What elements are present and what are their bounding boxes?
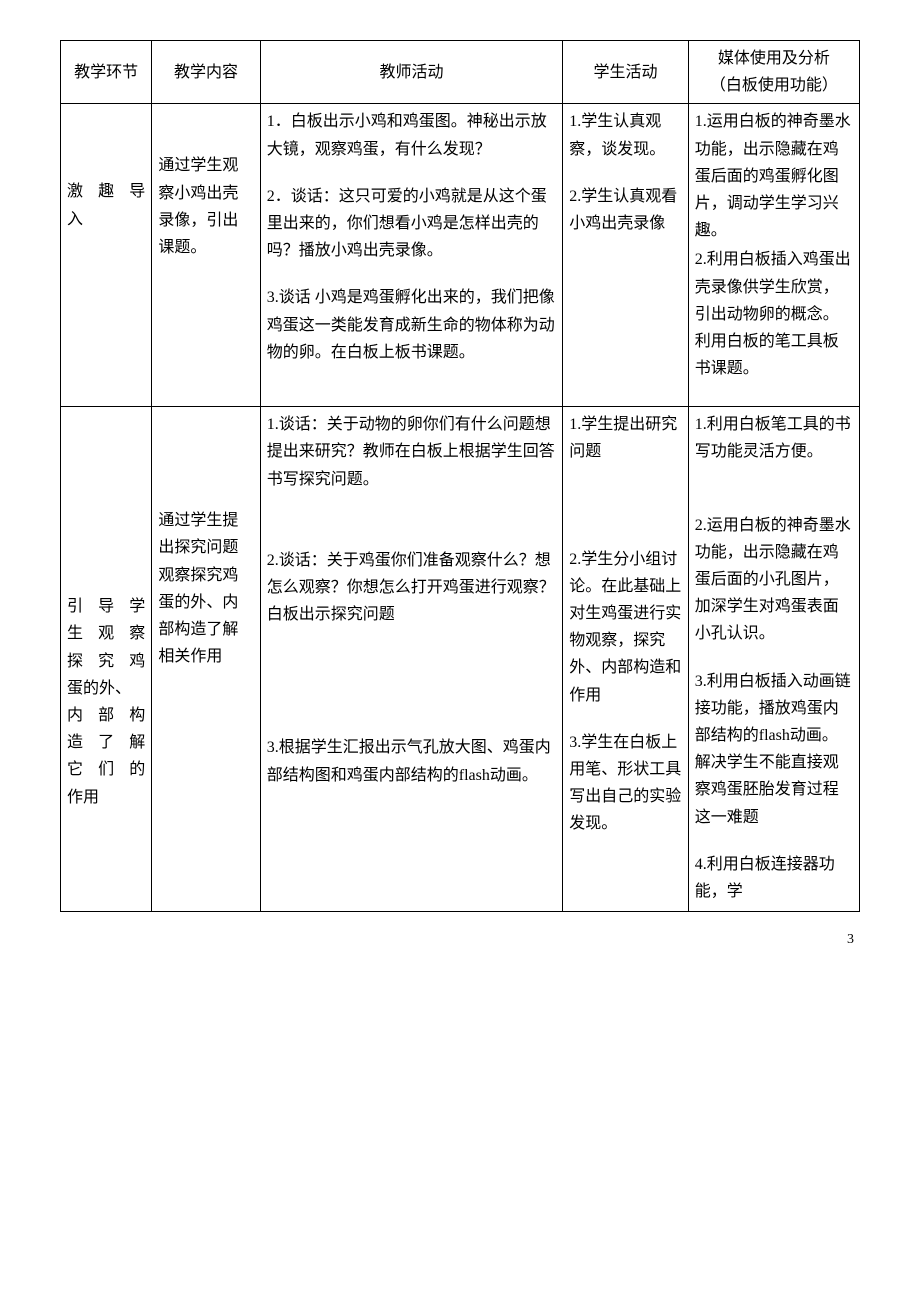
header-student: 学生活动 (563, 41, 689, 104)
header-content-text: 教学内容 (174, 64, 238, 81)
teacher-para: 3.根据学生汇报出示气孔放大图、鸡蛋内部结构图和鸡蛋内部结构的flash动画。 (267, 734, 556, 788)
media-para: 1.利用白板笔工具的书写功能灵活方便。 (695, 411, 853, 465)
teacher-cell: 1．白板出示小鸡和鸡蛋图。神秘出示放大镜，观察鸡蛋，有什么发现？ 2．谈话：这只… (260, 104, 562, 407)
stage-cell: 引 导 学 生 观 察 探 究 鸡 蛋的外、 内 部 构 造 了 解 它 们 的… (61, 407, 152, 912)
table-row: 引 导 学 生 观 察 探 究 鸡 蛋的外、 内 部 构 造 了 解 它 们 的… (61, 407, 860, 912)
content-cell: 通过学生提出探究问题观察探究鸡蛋的外、内部构造了解相关作用 (152, 407, 260, 912)
media-cell: 1.利用白板笔工具的书写功能灵活方便。 2.运用白板的神奇墨水功能，出示隐藏在鸡… (688, 407, 859, 912)
media-para: 4.利用白板连接器功能，学 (695, 851, 853, 905)
stage-text-line: 造 了 解 (67, 729, 145, 756)
header-teacher-text: 教师活动 (379, 64, 443, 81)
media-para: 3.利用白板插入动画链接功能，播放鸡蛋内部结构的flash动画。解决学生不能直接… (695, 668, 853, 831)
stage-text-line: 探 究 鸡 (67, 648, 145, 675)
student-para: 1.学生认真观察，谈发现。 (569, 108, 682, 162)
student-cell: 1.学生认真观察，谈发现。 2.学生认真观看小鸡出壳录像 (563, 104, 689, 407)
header-teacher: 教师活动 (260, 41, 562, 104)
teacher-para: 3.谈话 小鸡是鸡蛋孵化出来的，我们把像鸡蛋这一类能发育成新生命的物体称为动物的… (267, 284, 556, 366)
header-stage: 教学环节 (61, 41, 152, 104)
teacher-para: 2．谈话：这只可爱的小鸡就是从这个蛋里出来的，你们想看小鸡是怎样出壳的吗？播放小… (267, 183, 556, 265)
stage-text-line: 作用 (67, 784, 145, 811)
teacher-para: 1．白板出示小鸡和鸡蛋图。神秘出示放大镜，观察鸡蛋，有什么发现？ (267, 108, 556, 162)
media-para: 2.利用白板插入鸡蛋出壳录像供学生欣赏，引出动物卵的概念。利用白板的笔工具板书课… (695, 246, 853, 382)
media-cell: 1.运用白板的神奇墨水功能，出示隐藏在鸡蛋后面的鸡蛋孵化图片，调动学生学习兴趣。… (688, 104, 859, 407)
teacher-cell: 1.谈话：关于动物的卵你们有什么问题想提出来研究？教师在白板上根据学生回答书写探… (260, 407, 562, 912)
content-cell: 通过学生观察小鸡出壳录像，引出课题。 (152, 104, 260, 407)
stage-text-line: 生 观 察 (67, 620, 145, 647)
lesson-plan-table: 教学环节 教学内容 教师活动 学生活动 媒体使用及分析 （白板使用功能） 激 (60, 40, 860, 912)
student-para: 2.学生分小组讨论。在此基础上对生鸡蛋进行实物观察，探究外、内部构造和作用 (569, 546, 682, 709)
content-text: 通过学生提出探究问题观察探究鸡蛋的外、内部构造了解相关作用 (158, 507, 253, 670)
header-media-line1: 媒体使用及分析 (695, 45, 853, 72)
stage-text-line: 激 趣 导 (67, 178, 145, 205)
student-para: 1.学生提出研究问题 (569, 411, 682, 465)
student-para: 2.学生认真观看小鸡出壳录像 (569, 183, 682, 237)
header-media-line2: （白板使用功能） (695, 72, 853, 99)
media-para: 2.运用白板的神奇墨水功能，出示隐藏在鸡蛋后面的小孔图片，加深学生对鸡蛋表面小孔… (695, 512, 853, 648)
stage-cell: 激 趣 导 入 (61, 104, 152, 407)
media-para: 1.运用白板的神奇墨水功能，出示隐藏在鸡蛋后面的鸡蛋孵化图片，调动学生学习兴趣。 (695, 108, 853, 244)
stage-text-line: 引 导 学 (67, 593, 145, 620)
document-page: 教学环节 教学内容 教师活动 学生活动 媒体使用及分析 （白板使用功能） 激 (0, 0, 920, 988)
header-student-text: 学生活动 (593, 64, 657, 81)
teacher-para: 1.谈话：关于动物的卵你们有什么问题想提出来研究？教师在白板上根据学生回答书写探… (267, 411, 556, 493)
student-para: 3.学生在白板上用笔、形状工具写出自己的实验发现。 (569, 729, 682, 838)
page-number: 3 (60, 912, 860, 948)
stage-text-line: 蛋的外、 (67, 675, 145, 702)
stage-text-line: 内 部 构 (67, 702, 145, 729)
header-stage-text: 教学环节 (74, 64, 138, 81)
stage-text-line: 入 (67, 206, 145, 233)
header-content: 教学内容 (152, 41, 260, 104)
header-media: 媒体使用及分析 （白板使用功能） (688, 41, 859, 104)
teacher-para: 2.谈话：关于鸡蛋你们准备观察什么？想怎么观察？你想怎么打开鸡蛋进行观察？白板出… (267, 547, 556, 629)
table-row: 激 趣 导 入 通过学生观察小鸡出壳录像，引出课题。 1．白板出示小鸡和鸡蛋图。… (61, 104, 860, 407)
content-text: 通过学生观察小鸡出壳录像，引出课题。 (158, 152, 253, 261)
table-header-row: 教学环节 教学内容 教师活动 学生活动 媒体使用及分析 （白板使用功能） (61, 41, 860, 104)
student-cell: 1.学生提出研究问题 2.学生分小组讨论。在此基础上对生鸡蛋进行实物观察，探究外… (563, 407, 689, 912)
stage-text-line: 它 们 的 (67, 756, 145, 783)
